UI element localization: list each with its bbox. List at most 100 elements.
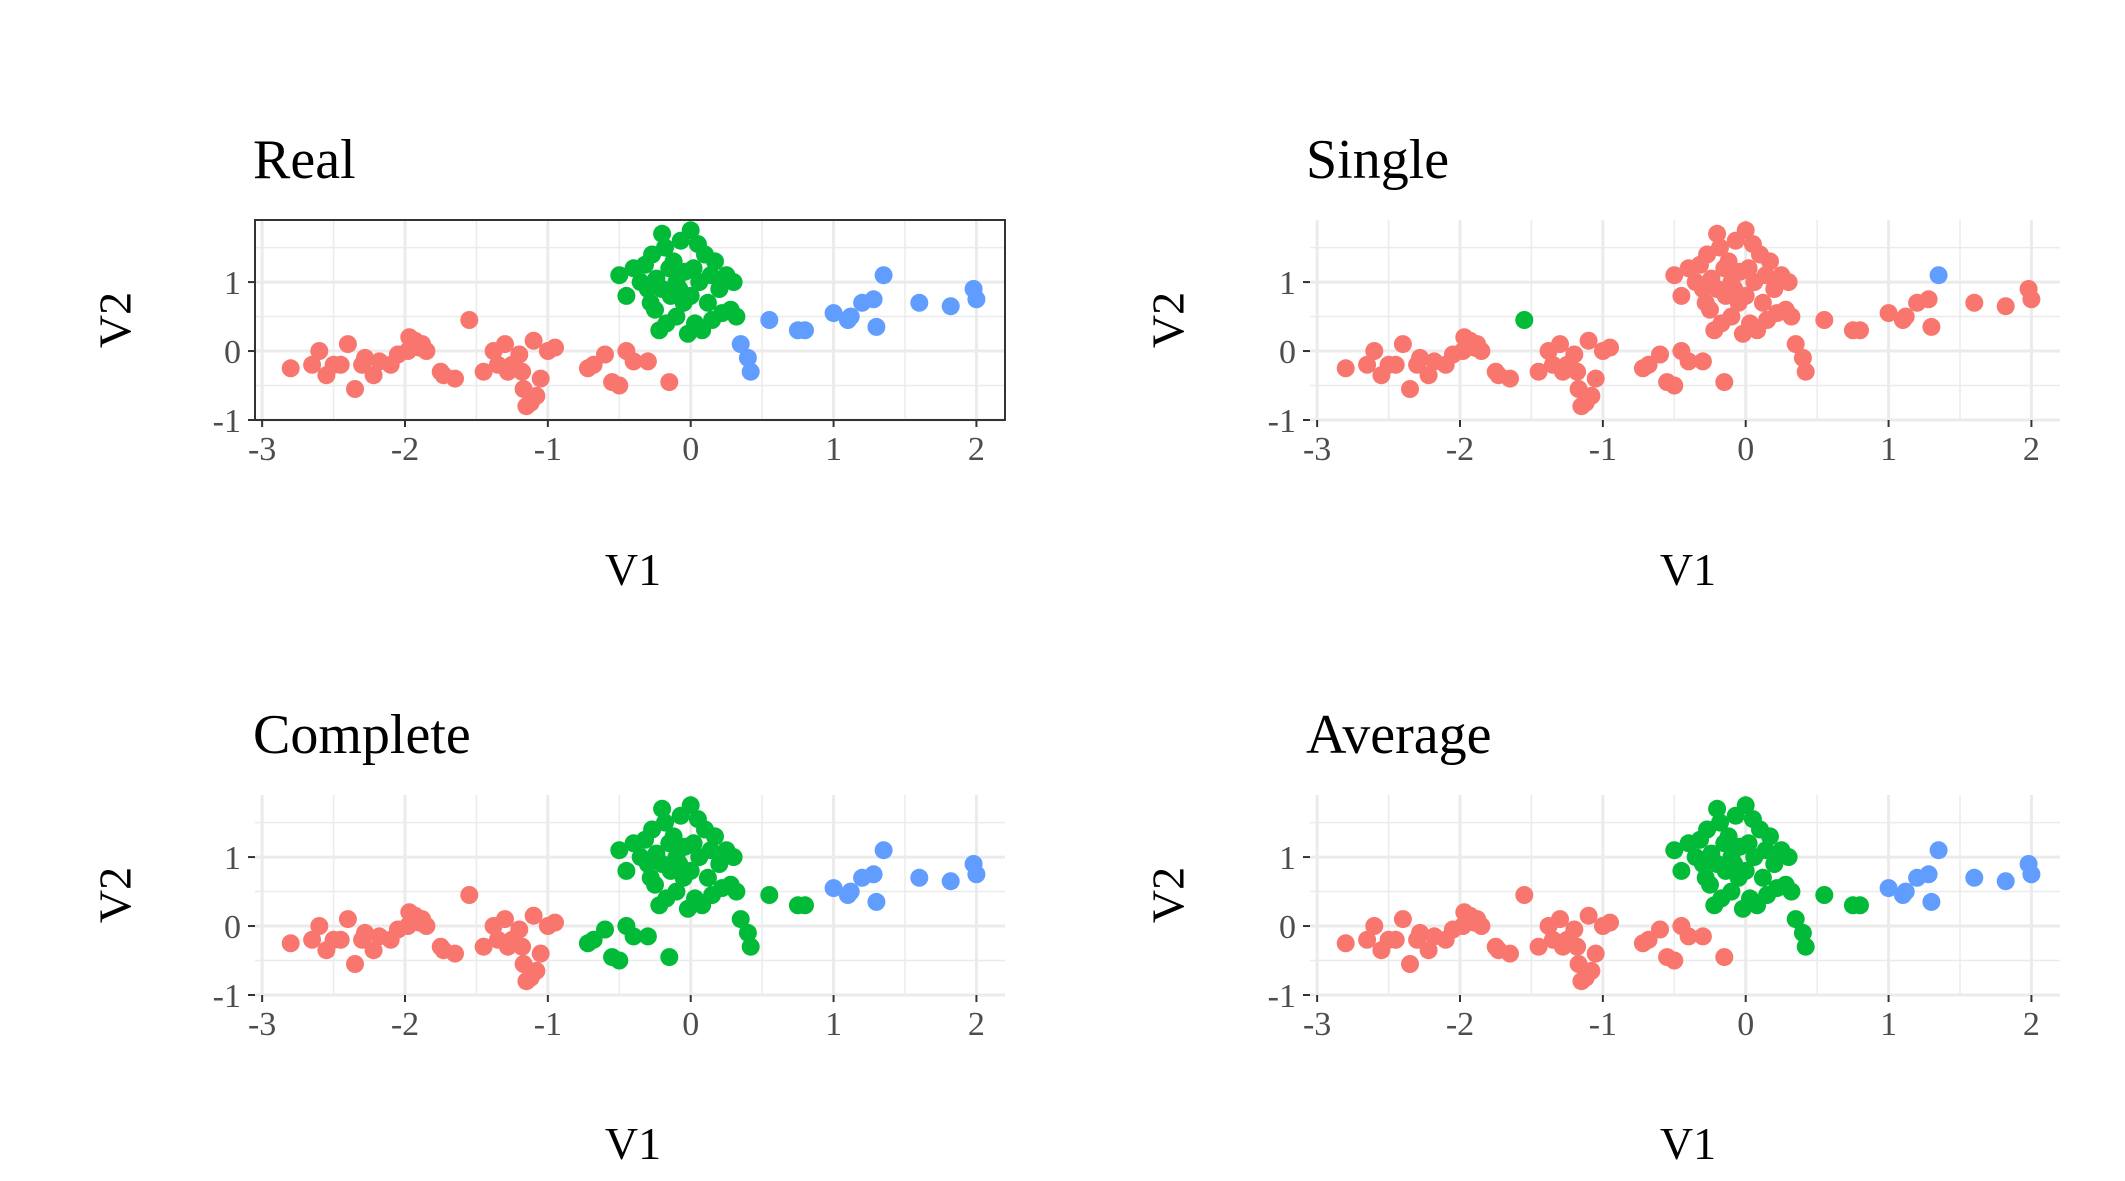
data-point-cluster-3	[1965, 868, 1984, 887]
data-point-cluster-1	[624, 352, 643, 371]
panel-ylabel-real: V2	[89, 291, 141, 349]
data-point-cluster-2	[760, 886, 779, 904]
data-point-cluster-1	[1736, 286, 1755, 305]
data-point-cluster-2	[724, 848, 743, 867]
data-point-cluster-1	[1765, 280, 1784, 298]
data-point-cluster-1	[1651, 920, 1669, 939]
data-point-cluster-1	[1411, 923, 1429, 942]
data-point-cluster-1	[1715, 948, 1734, 967]
data-point-cluster-1	[546, 338, 564, 357]
data-point-cluster-1	[1579, 331, 1598, 350]
scatter-panel-real: -3 -2 -1 0 1 2 -1 0 1	[213, 219, 1006, 468]
panel-ylabel-average: V2	[1142, 866, 1194, 924]
data-point-cluster-1	[1708, 224, 1727, 243]
data-point-cluster-1	[1793, 348, 1812, 367]
panel-border	[254, 219, 1006, 421]
data-point-cluster-1	[1601, 338, 1619, 357]
x-tick-label: -2	[1446, 431, 1474, 468]
data-point-cluster-1	[1879, 304, 1898, 323]
data-point-cluster-1	[1365, 342, 1384, 360]
x-tick-label: -1	[534, 1006, 562, 1043]
data-point-cluster-2	[667, 882, 686, 901]
data-point-cluster-1	[1419, 366, 1438, 385]
x-tick-label: 1	[1880, 1006, 1897, 1043]
data-point-cluster-1	[660, 373, 679, 392]
data-point-cluster-1	[610, 376, 629, 395]
x-tick-label: -3	[1303, 1006, 1331, 1043]
x-tick-label: 2	[2023, 431, 2040, 468]
data-point-cluster-2	[596, 920, 614, 939]
data-point-cluster-1	[1419, 941, 1438, 960]
data-point-cluster-1	[1739, 259, 1758, 278]
data-point-cluster-2	[646, 300, 664, 319]
data-point-cluster-2	[1779, 848, 1798, 867]
data-point-cluster-1	[346, 955, 364, 973]
data-point-cluster-1	[1393, 335, 1412, 354]
data-point-cluster-1	[303, 355, 322, 374]
data-point-cluster-2	[724, 273, 743, 292]
data-point-cluster-1	[1501, 944, 1519, 963]
data-point-cluster-1	[1665, 376, 1684, 395]
data-point-cluster-3	[874, 266, 893, 285]
data-point-cluster-1	[1701, 300, 1719, 319]
data-point-cluster-1	[1358, 930, 1377, 949]
x-tick-label: 0	[682, 1006, 699, 1043]
data-point-cluster-3	[1896, 882, 1915, 901]
data-point-cluster-2	[1711, 813, 1729, 832]
data-point-cluster-1	[496, 335, 514, 354]
data-point-cluster-2	[681, 221, 700, 240]
y-tick-label: 1	[1279, 840, 1296, 877]
x-tick-label: -1	[1589, 1006, 1617, 1043]
data-point-cluster-1	[1919, 290, 1938, 309]
data-point-cluster-3	[867, 892, 886, 911]
data-point-cluster-1	[1719, 252, 1738, 271]
data-point-cluster-1	[1401, 380, 1419, 398]
data-point-cluster-1	[510, 920, 529, 939]
panel-title-real: Real	[253, 129, 356, 191]
data-point-cluster-1	[1851, 321, 1869, 340]
data-point-cluster-2	[1736, 861, 1755, 880]
x-tick-label: 0	[682, 431, 699, 468]
data-point-cluster-2	[1665, 841, 1684, 860]
data-point-cluster-1	[1736, 221, 1755, 240]
data-point-cluster-1	[496, 910, 514, 929]
data-point-cluster-2	[638, 927, 657, 946]
data-point-cluster-1	[513, 362, 532, 381]
data-point-cluster-2	[667, 307, 686, 326]
data-point-cluster-1	[1565, 920, 1584, 939]
scatter-panel-single: -3 -2 -1 0 1 2 -1 0 1	[1268, 220, 2060, 468]
data-point-cluster-1	[281, 359, 300, 378]
y-tick-label: 1	[1279, 265, 1296, 302]
data-point-cluster-1	[310, 342, 329, 360]
data-point-cluster-2	[656, 813, 674, 832]
data-point-cluster-1	[1711, 238, 1729, 257]
data-point-cluster-2	[1793, 923, 1812, 942]
data-point-cluster-2	[684, 259, 703, 278]
data-point-cluster-1	[1722, 307, 1741, 326]
data-point-cluster-1	[1529, 362, 1548, 381]
data-point-cluster-1	[1586, 369, 1605, 388]
data-point-cluster-2	[664, 827, 683, 846]
data-point-cluster-1	[1551, 910, 1569, 929]
data-point-cluster-2	[698, 293, 717, 312]
data-point-cluster-1	[1756, 266, 1775, 285]
scatter-panel-complete: -3 -2 -1 0 1 2 -1 0 1	[213, 795, 1005, 1043]
data-point-cluster-1	[1582, 386, 1601, 405]
data-point-cluster-2	[1708, 799, 1727, 818]
data-point-cluster-2	[681, 861, 700, 880]
data-point-cluster-2	[710, 280, 729, 298]
data-point-cluster-2	[1672, 861, 1691, 880]
data-point-cluster-1	[1679, 927, 1698, 946]
y-tick-label: 0	[1279, 909, 1296, 946]
data-point-cluster-1	[417, 342, 436, 360]
data-point-cluster-1	[1515, 886, 1534, 904]
data-point-cluster-2	[1701, 875, 1719, 894]
x-tick-label: -3	[248, 1006, 276, 1043]
data-point-cluster-1	[1715, 373, 1734, 392]
data-point-cluster-1	[1651, 345, 1669, 364]
data-point-cluster-1	[527, 386, 546, 405]
data-point-cluster-3	[864, 290, 883, 309]
data-point-cluster-2	[1782, 882, 1801, 901]
data-point-cluster-2	[710, 855, 729, 873]
data-point-cluster-2	[741, 937, 760, 956]
